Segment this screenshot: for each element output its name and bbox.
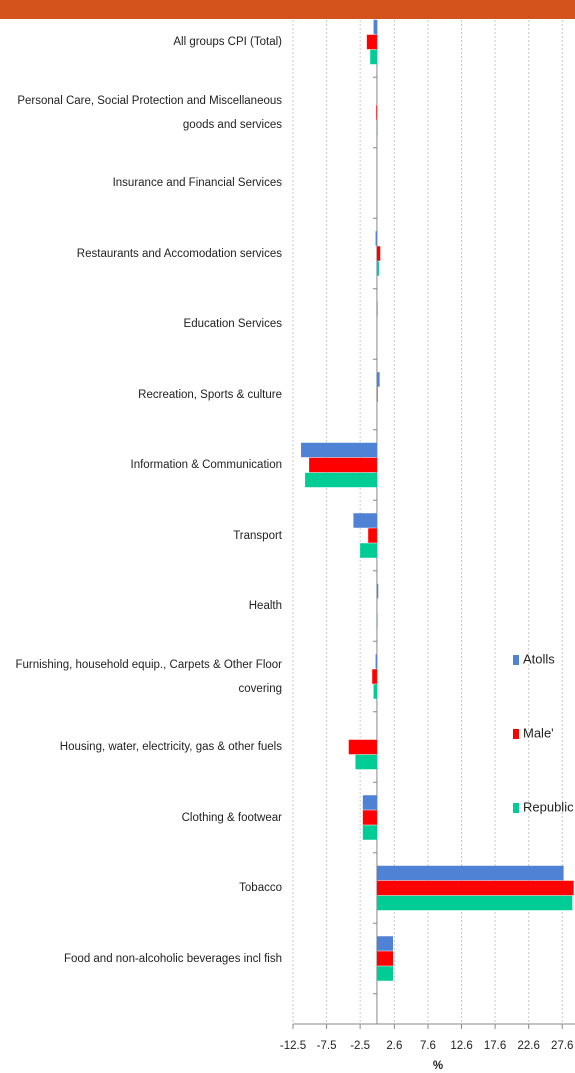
x-tick-label: 22.6: [517, 1040, 539, 1052]
x-tick-label: -12.5: [280, 1040, 306, 1052]
header-bar: [0, 0, 575, 19]
category-label: Food and non-alcoholic beverages incl fi…: [64, 952, 282, 965]
legend-swatch: [513, 803, 519, 813]
bar: [376, 387, 378, 402]
category-label: Health: [248, 600, 282, 612]
x-axis-label: %: [433, 1060, 443, 1072]
category-label: Furnishing, household equip., Carpets & …: [15, 658, 282, 695]
bar: [305, 472, 377, 488]
x-tick-label: 27.6: [551, 1040, 573, 1052]
bar: [376, 895, 573, 911]
bar: [376, 246, 381, 261]
bar: [372, 669, 377, 684]
legend-label: Republic: [523, 799, 574, 814]
bar: [375, 231, 377, 246]
category-label: Transport: [233, 529, 282, 542]
bar: [373, 684, 377, 699]
bar: [360, 543, 377, 558]
category-label: Information & Communication: [130, 459, 282, 471]
category-label: Clothing & footwear: [181, 811, 282, 824]
bar: [362, 795, 377, 810]
bar: [376, 372, 380, 387]
bar: [376, 880, 574, 896]
bar: [375, 654, 377, 669]
bar: [376, 301, 378, 317]
bar: [376, 613, 378, 629]
bar: [376, 951, 394, 966]
bar: [368, 528, 377, 543]
bar: [376, 865, 564, 881]
category-label: Recreation, Sports & culture: [138, 388, 282, 401]
bar: [376, 966, 394, 981]
bar: [376, 261, 379, 276]
category-label: Restaurants and Accomodation services: [76, 247, 282, 260]
x-tick-label: 2.6: [386, 1040, 402, 1052]
legend-swatch: [513, 729, 519, 739]
bar: [301, 442, 377, 458]
category-label: Personal Care, Social Protection and Mis…: [17, 94, 282, 131]
bar: [353, 513, 377, 528]
bar: [355, 754, 377, 770]
bar: [362, 810, 377, 825]
category-label: Tobacco: [239, 882, 282, 894]
bar: [362, 825, 377, 840]
bar: [376, 105, 377, 120]
bar: [373, 19, 377, 35]
category-label: Education Services: [183, 318, 282, 330]
legend-label: Male': [523, 725, 554, 740]
category-label: Insurance and Financial Services: [112, 177, 282, 189]
bar: [366, 34, 377, 50]
category-label: All groups CPI (Total): [173, 36, 282, 48]
legend-label: Atolls: [523, 651, 555, 666]
x-tick-label: 12.6: [450, 1040, 472, 1052]
category-label: Housing, water, electricity, gas & other…: [59, 741, 282, 753]
bar: [376, 120, 378, 135]
x-tick-label: -2.5: [350, 1040, 370, 1052]
bar: [376, 936, 394, 951]
x-tick-label: 17.6: [484, 1040, 506, 1052]
x-tick-label: -7.5: [317, 1040, 337, 1052]
legend-swatch: [513, 655, 519, 665]
bar: [376, 583, 379, 599]
bar: [348, 739, 377, 755]
x-tick-label: 7.6: [420, 1040, 436, 1052]
bar: [309, 457, 377, 473]
bar: [370, 49, 377, 65]
